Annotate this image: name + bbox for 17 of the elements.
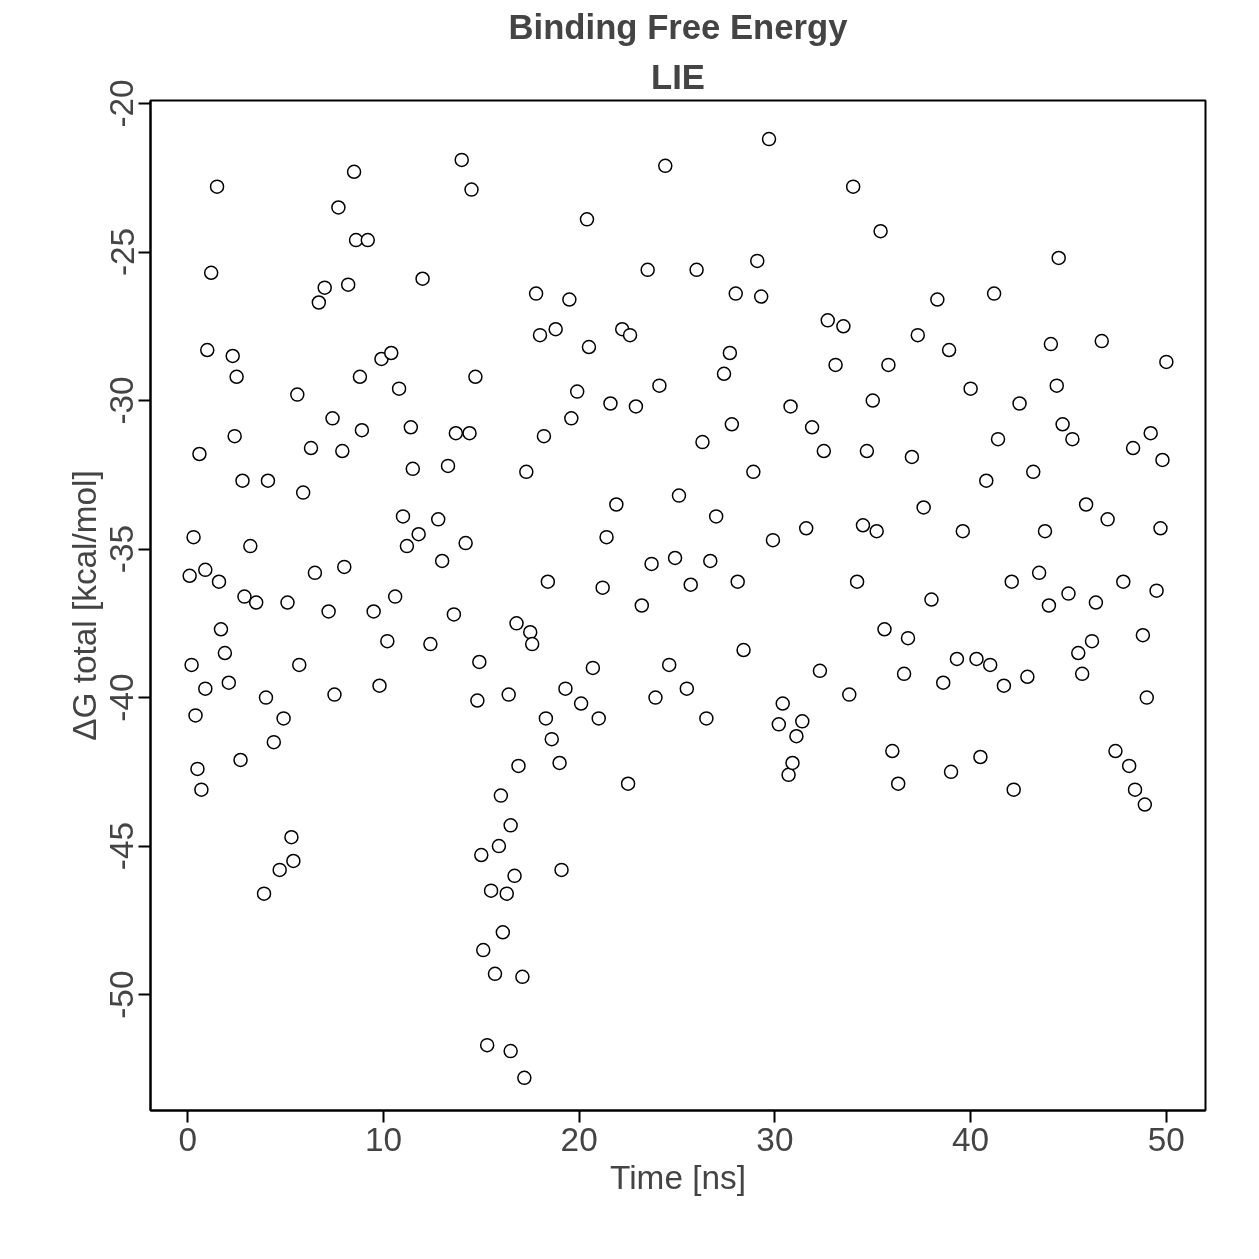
x-tick-label: 20 bbox=[560, 1120, 598, 1158]
y-tick-label: -25 bbox=[103, 227, 141, 277]
x-tick-label: 0 bbox=[178, 1120, 197, 1158]
x-axis-title: Time [ns] bbox=[610, 1158, 746, 1196]
y-tick-label: -30 bbox=[103, 376, 141, 425]
y-tick-label: -45 bbox=[103, 822, 141, 871]
y-tick-label: -40 bbox=[103, 673, 141, 722]
y-axis-title: ΔG total [kcal/mol] bbox=[65, 470, 103, 741]
chart-subtitle: LIE bbox=[651, 57, 705, 96]
y-tick-label: -35 bbox=[103, 524, 141, 574]
x-tick-label: 10 bbox=[364, 1120, 402, 1158]
x-tick-label: 50 bbox=[1147, 1120, 1185, 1158]
x-tick-label: 40 bbox=[952, 1120, 990, 1158]
x-tick-label: 30 bbox=[756, 1120, 794, 1158]
y-tick-label: -50 bbox=[103, 970, 141, 1019]
chart-title: Binding Free Energy bbox=[508, 7, 849, 46]
y-tick-label: -20 bbox=[103, 79, 141, 128]
